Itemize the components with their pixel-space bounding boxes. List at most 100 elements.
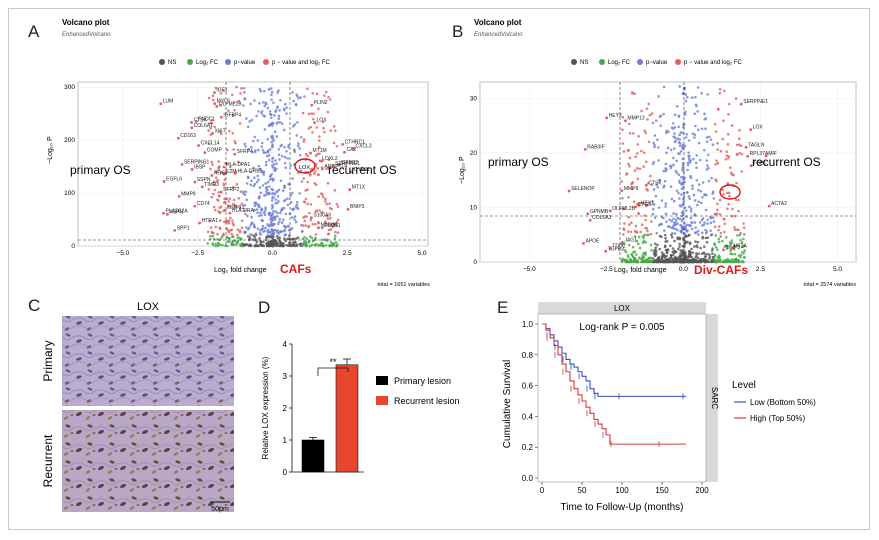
panel-a-subtitle: EnhancedVolcano <box>62 32 111 38</box>
gene-label: BNIP3 <box>350 204 365 210</box>
data-point <box>621 115 625 119</box>
data-point <box>657 146 660 149</box>
data-point <box>662 112 665 116</box>
x-tick-label: −2.5 <box>600 266 613 273</box>
data-point <box>714 246 718 249</box>
panel-e-x-title: Time to Follow-Up (months) <box>561 502 684 513</box>
data-point <box>666 225 670 228</box>
data-point <box>326 110 330 114</box>
data-point <box>700 127 704 131</box>
data-point <box>655 231 659 235</box>
gene-label: TGFB3 <box>608 246 624 252</box>
data-point <box>695 166 698 170</box>
data-point <box>688 252 692 256</box>
data-point <box>314 154 318 157</box>
data-point <box>314 236 317 240</box>
data-point <box>270 199 274 202</box>
gene-point <box>219 190 223 194</box>
gene-label: IGF1 <box>216 88 227 94</box>
data-point <box>216 244 220 248</box>
data-point <box>681 157 685 161</box>
data-point <box>627 122 631 126</box>
data-point <box>733 228 737 232</box>
data-point <box>277 117 281 121</box>
data-point <box>268 112 272 116</box>
data-point <box>662 169 666 173</box>
gene-label: SERPING1 <box>184 159 210 165</box>
gene-label: S100A6 <box>313 213 331 219</box>
gene-label: MT2A <box>734 244 748 250</box>
data-point <box>307 241 311 244</box>
gene-label: HLA-DRB1 <box>238 168 263 174</box>
data-point <box>289 200 293 204</box>
y-tick-label: 0.4 <box>522 412 534 421</box>
panel-b-x-title: Log₂ fold change <box>614 267 667 274</box>
data-point <box>687 157 691 160</box>
data-point <box>266 106 270 110</box>
data-point <box>647 140 651 144</box>
data-point <box>660 251 664 254</box>
data-point <box>737 198 740 202</box>
data-point <box>276 231 279 234</box>
data-point <box>653 216 657 220</box>
data-point <box>221 243 224 247</box>
gene-point <box>176 136 180 140</box>
data-point <box>675 258 679 261</box>
data-point <box>635 167 639 170</box>
data-point <box>243 142 247 146</box>
data-point <box>314 233 318 236</box>
data-point <box>669 185 673 188</box>
data-point <box>732 248 736 251</box>
data-point <box>663 245 667 249</box>
data-point <box>286 197 289 200</box>
data-point <box>628 164 631 168</box>
gene-point <box>604 249 608 253</box>
data-point <box>662 85 666 89</box>
gene-point <box>343 150 346 154</box>
data-point <box>290 244 294 247</box>
data-point <box>677 125 681 129</box>
data-point <box>257 178 260 182</box>
data-point <box>688 249 691 253</box>
y-tick-label: 20 <box>470 150 478 157</box>
legend-pvalue: p−value <box>234 60 256 66</box>
data-point <box>693 136 696 139</box>
gene-label: IBSP <box>194 164 206 170</box>
data-point <box>232 198 236 202</box>
data-point <box>212 231 215 235</box>
data-point <box>264 226 267 230</box>
data-point <box>652 141 656 145</box>
data-point <box>211 163 214 166</box>
data-point <box>671 235 674 239</box>
data-point <box>280 122 284 126</box>
data-point <box>310 112 313 115</box>
data-point <box>259 242 263 246</box>
data-point <box>632 200 636 204</box>
panel-b-y-title: −Log₁₀ P <box>459 156 466 184</box>
gene-point <box>180 162 184 166</box>
data-point <box>327 95 330 99</box>
data-point <box>658 247 662 251</box>
data-point <box>682 175 685 179</box>
data-point <box>243 97 247 101</box>
data-point <box>683 113 687 116</box>
data-point <box>628 132 632 135</box>
data-point <box>678 179 681 183</box>
data-point <box>738 151 741 155</box>
data-point <box>665 168 668 171</box>
data-point <box>257 196 261 199</box>
data-point <box>632 260 635 264</box>
data-point <box>690 227 694 231</box>
data-point <box>266 151 269 154</box>
data-point <box>268 241 272 245</box>
data-point <box>288 183 291 186</box>
data-point <box>733 252 737 256</box>
gene-label: SELENOP <box>571 186 595 192</box>
x-tick-label: 0 <box>540 486 545 495</box>
data-point <box>238 206 241 209</box>
gene-point <box>644 183 648 187</box>
gene-point <box>213 91 216 94</box>
data-point <box>242 190 245 193</box>
data-point <box>206 242 209 245</box>
data-point <box>275 162 278 166</box>
